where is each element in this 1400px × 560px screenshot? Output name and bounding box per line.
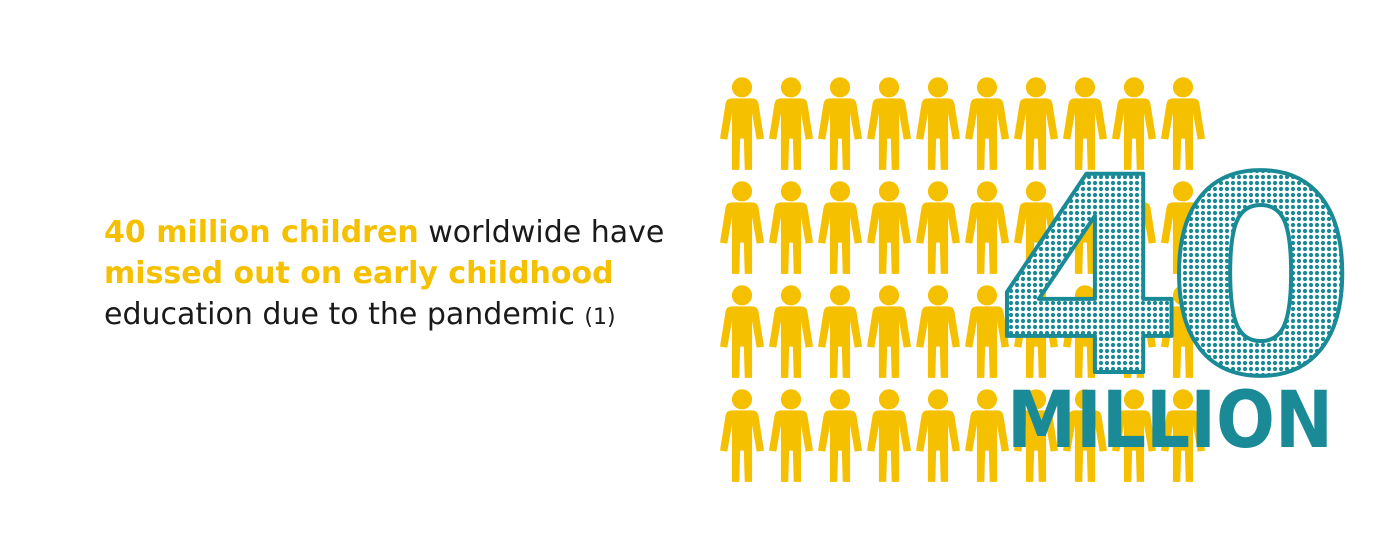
child-icon (769, 77, 813, 170)
child-icon (769, 389, 813, 482)
child-icon (818, 285, 862, 378)
forty-million-graphic: 40 MILLION (996, 150, 1356, 466)
child-icon (867, 181, 911, 274)
child-icon (720, 389, 764, 482)
footnote-reference: (1) (584, 305, 616, 330)
child-icon (769, 181, 813, 274)
child-icon (818, 77, 862, 170)
child-icon (769, 285, 813, 378)
child-icon (867, 389, 911, 482)
child-icon (867, 285, 911, 378)
child-icon (720, 77, 764, 170)
unit-million: MILLION (1007, 376, 1333, 466)
statistic-statement: 40 million children worldwide have misse… (104, 212, 704, 338)
child-icon (720, 285, 764, 378)
statement-text-worldwide: worldwide have (418, 215, 665, 250)
highlight-missed-education: missed out on early childhood (104, 256, 614, 291)
child-icon (916, 285, 960, 378)
child-icon (916, 389, 960, 482)
statement-text-pandemic: education due to the pandemic (104, 297, 575, 332)
statement-line-1: 40 million children worldwide have (104, 212, 704, 253)
child-icon (916, 77, 960, 170)
child-icon (916, 181, 960, 274)
child-icon (720, 181, 764, 274)
highlight-children-count: 40 million children (104, 215, 419, 250)
child-icon (818, 389, 862, 482)
child-icon (818, 181, 862, 274)
big-number-40: 40 (996, 150, 1345, 437)
child-icon (867, 77, 911, 170)
statement-line-3: education due to the pandemic (1) (104, 294, 704, 338)
